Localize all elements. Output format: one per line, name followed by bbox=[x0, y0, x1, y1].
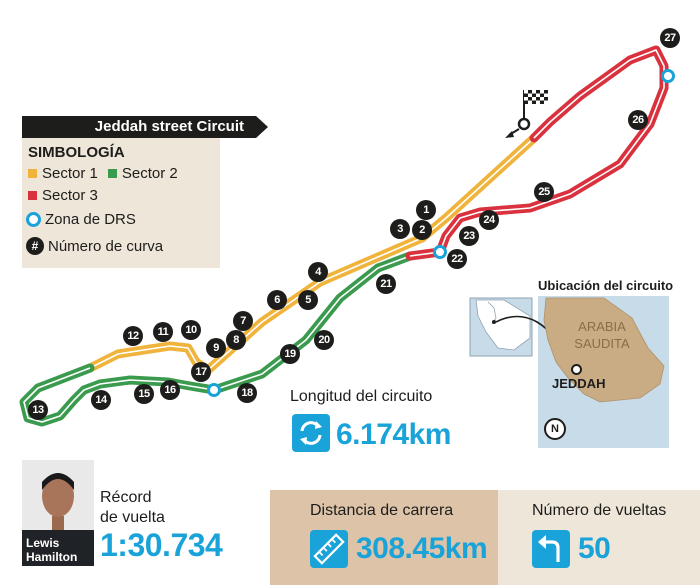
legend-row-sectors-1-2: Sector 1 Sector 2 bbox=[28, 165, 178, 182]
saudi-arabia-map bbox=[543, 297, 665, 403]
country-label: ARABIA SAUDITA bbox=[574, 319, 630, 351]
drs-marker-2 bbox=[433, 245, 447, 259]
turn-19: 19 bbox=[280, 344, 300, 364]
loop-arrows-icon bbox=[292, 414, 330, 452]
legend-panel bbox=[22, 138, 220, 268]
compass-north-icon: N bbox=[544, 418, 566, 440]
laps-panel: Número de vueltas 50 bbox=[498, 490, 700, 585]
legend-sector-2: Sector 2 bbox=[121, 165, 178, 182]
legend-row-turn-number: # Número de curva bbox=[26, 237, 163, 255]
turn-7: 7 bbox=[233, 311, 253, 331]
driver-last-name: Hamilton bbox=[26, 550, 78, 564]
turn-24: 24 bbox=[479, 210, 499, 230]
turn-number-icon: # bbox=[26, 237, 44, 255]
sector-1-swatch bbox=[28, 169, 37, 178]
turn-6: 6 bbox=[267, 290, 287, 310]
jeddah-marker-icon bbox=[571, 364, 582, 375]
sector-3-track bbox=[405, 45, 669, 261]
sector-3-swatch bbox=[28, 191, 37, 200]
drs-marker-1 bbox=[661, 69, 675, 83]
ruler-icon bbox=[310, 530, 348, 568]
turn-14: 14 bbox=[91, 390, 111, 410]
distance-panel: Distancia de carrera 308.45km bbox=[270, 490, 498, 585]
turn-2: 2 bbox=[412, 220, 432, 240]
distance-value: 308.45km bbox=[356, 532, 488, 565]
turn-11: 11 bbox=[153, 322, 173, 342]
legend-row-drs: Zona de DRS bbox=[26, 211, 136, 228]
driver-first-name: Lewis bbox=[26, 536, 60, 550]
city-label: JEDDAH bbox=[552, 376, 606, 391]
turn-16: 16 bbox=[160, 380, 180, 400]
record-label: Récord de vuelta bbox=[100, 488, 165, 528]
turn-8: 8 bbox=[226, 330, 246, 350]
sector-2-swatch bbox=[107, 169, 117, 178]
drs-icon bbox=[26, 212, 41, 227]
turn-23: 23 bbox=[459, 226, 479, 246]
legend-sector-3: Sector 3 bbox=[42, 187, 98, 204]
turn-arrow-icon bbox=[532, 530, 570, 568]
turn-15: 15 bbox=[134, 384, 154, 404]
turn-27: 27 bbox=[660, 28, 680, 48]
location-title: Ubicación del circuito bbox=[538, 278, 674, 293]
turn-3: 3 bbox=[390, 219, 410, 239]
turn-17: 17 bbox=[191, 362, 211, 382]
record-label-line1: Récord bbox=[100, 489, 152, 506]
turn-20: 20 bbox=[314, 330, 334, 350]
length-value: 6.174km bbox=[336, 418, 451, 451]
record-label-line2: de vuelta bbox=[100, 509, 165, 526]
legend-heading: SIMBOLOGÍA bbox=[28, 144, 125, 161]
turn-18: 18 bbox=[237, 383, 257, 403]
turn-5: 5 bbox=[298, 290, 318, 310]
drs-marker-3 bbox=[207, 383, 221, 397]
legend-drs: Zona de DRS bbox=[45, 211, 136, 228]
legend-sector-1: Sector 1 bbox=[42, 165, 98, 182]
turn-21: 21 bbox=[376, 274, 396, 294]
legend-turn-number: Número de curva bbox=[48, 237, 164, 255]
legend-row-sector-3: Sector 3 bbox=[28, 187, 98, 204]
turn-12: 12 bbox=[123, 326, 143, 346]
laps-value: 50 bbox=[578, 532, 611, 565]
map-title: Jeddah street Circuit bbox=[22, 116, 256, 138]
turn-13: 13 bbox=[28, 400, 48, 420]
turn-22: 22 bbox=[447, 249, 467, 269]
distance-label: Distancia de carrera bbox=[310, 502, 454, 519]
laps-label: Número de vueltas bbox=[532, 502, 667, 519]
turn-4: 4 bbox=[308, 262, 328, 282]
record-value: 1:30.734 bbox=[100, 527, 223, 563]
driver-name: Lewis Hamilton bbox=[26, 536, 77, 564]
title-arrow-shape bbox=[256, 116, 268, 138]
turn-26: 26 bbox=[628, 110, 648, 130]
length-label: Longitud del circuito bbox=[290, 388, 433, 405]
checkered-flag-icon bbox=[505, 90, 548, 138]
turn-1: 1 bbox=[416, 200, 436, 220]
turn-10: 10 bbox=[181, 320, 201, 340]
driver-photo: Lewis Hamilton bbox=[22, 460, 94, 566]
turn-9: 9 bbox=[206, 338, 226, 358]
turn-25: 25 bbox=[534, 182, 554, 202]
